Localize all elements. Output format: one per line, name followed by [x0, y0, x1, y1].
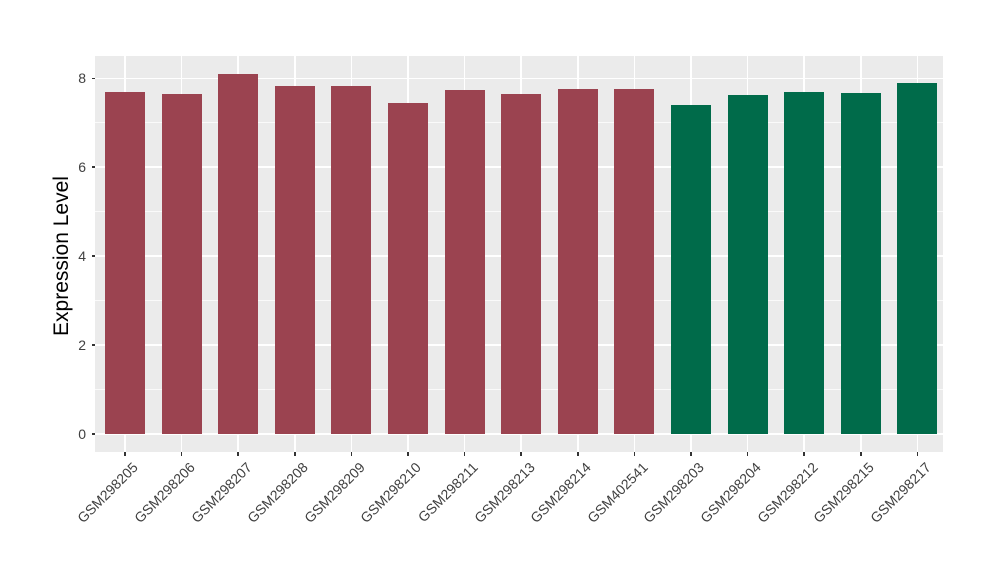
y-tick-mark	[91, 77, 95, 80]
x-tick-mark	[803, 452, 805, 456]
y-tick-label: 0	[78, 425, 86, 442]
bar-GSM298203	[671, 104, 711, 434]
y-tick-label: 8	[78, 70, 86, 87]
bar-GSM298211	[444, 90, 485, 434]
x-tick-mark	[294, 452, 296, 456]
x-tick-mark	[520, 452, 522, 456]
x-tick-mark	[407, 452, 409, 456]
x-tick-label: GSM298205	[74, 459, 142, 526]
bar-GSM298214	[557, 89, 598, 434]
x-tick-mark	[577, 452, 579, 456]
y-tick-label: 6	[78, 159, 86, 176]
bar-GSM298210	[388, 103, 428, 434]
bar-GSM402541	[614, 88, 655, 434]
y-tick-mark	[91, 433, 95, 435]
bar-GSM298217	[897, 82, 938, 434]
y-tick-mark	[91, 344, 95, 346]
bar-GSM298209	[331, 85, 372, 434]
x-tick-mark	[237, 452, 239, 456]
y-tick-label: 2	[78, 336, 86, 353]
x-tick-mark	[633, 452, 636, 456]
x-tick-mark	[180, 452, 183, 456]
bar-GSM298205	[105, 91, 145, 434]
bar-GSM298215	[840, 93, 881, 434]
x-tick-mark	[124, 452, 126, 456]
bar-GSM298208	[274, 85, 315, 434]
bar-GSM298204	[727, 95, 768, 434]
x-tick-mark	[690, 452, 692, 456]
bar-GSM298207	[218, 74, 259, 434]
x-tick-mark	[860, 452, 862, 456]
x-tick-mark	[463, 452, 466, 456]
bar-GSM298212	[784, 91, 825, 434]
y-tick-mark	[91, 255, 95, 257]
y-tick-label: 4	[78, 248, 86, 265]
x-tick-mark	[916, 452, 919, 456]
plot-panel	[95, 56, 943, 452]
bar-GSM298206	[161, 93, 202, 434]
bar-GSM298213	[501, 94, 542, 434]
gridline-major-horizontal	[95, 77, 943, 80]
y-tick-mark	[91, 166, 95, 168]
x-tick-mark	[746, 452, 749, 456]
x-tick-mark	[350, 452, 353, 456]
